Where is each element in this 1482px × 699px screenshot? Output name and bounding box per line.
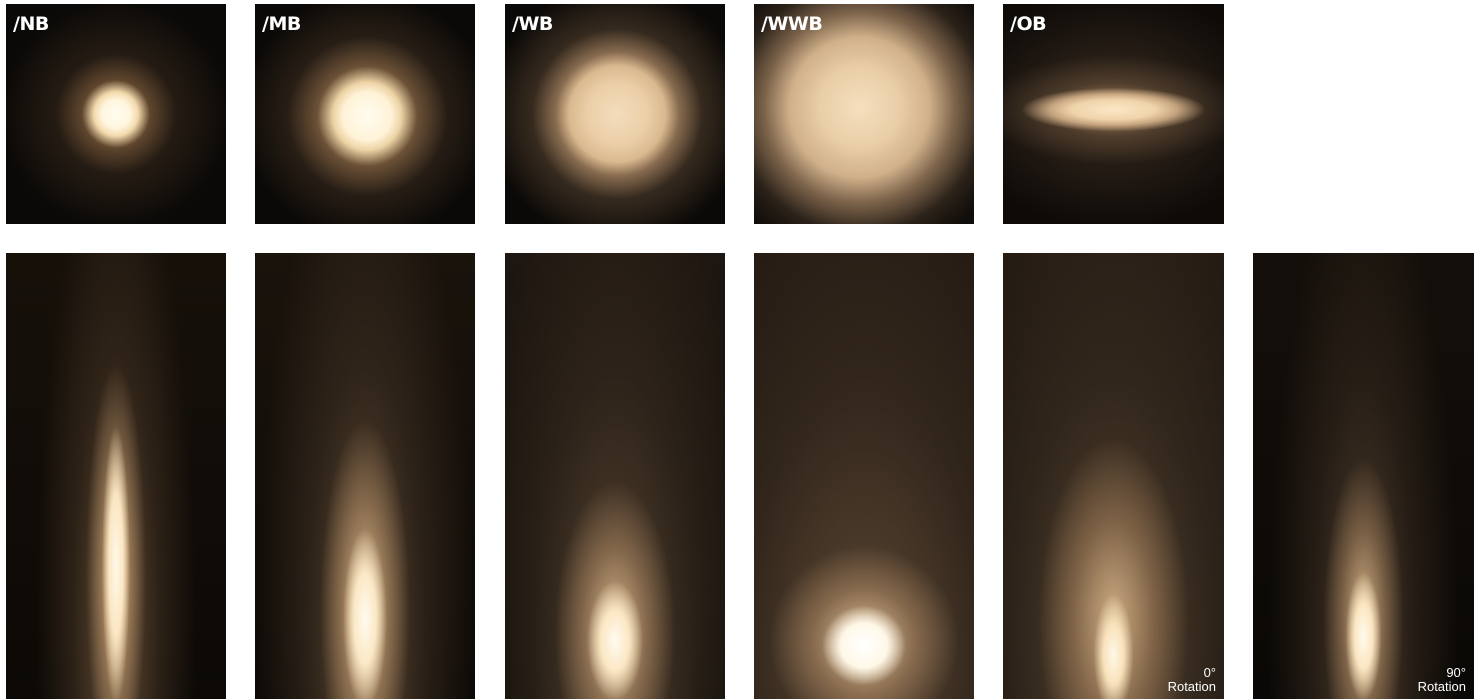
beam-label: /MB — [262, 13, 301, 35]
beam-profile-nb — [6, 253, 226, 699]
beam-label: /OB — [1010, 13, 1047, 35]
rotation-label: 0° Rotation — [1168, 666, 1216, 694]
beam-label: /WB — [512, 13, 553, 35]
spot-pattern-ob: /OB — [1003, 4, 1224, 224]
beam-label: /WWB — [761, 13, 823, 35]
beam-label: /NB — [13, 13, 49, 35]
beam-profile-wb — [505, 253, 725, 699]
rotation-word: Rotation — [1417, 679, 1466, 694]
spot-pattern-wwb: /WWB — [754, 4, 974, 224]
rotation-angle: 0° — [1203, 665, 1216, 680]
spot-pattern-nb: /NB — [6, 4, 226, 224]
beam-profile-mb — [255, 253, 475, 699]
beam-profile-ob-90: 90° Rotation — [1253, 253, 1474, 699]
spot-pattern-mb: /MB — [255, 4, 475, 224]
rotation-label: 90° Rotation — [1418, 666, 1466, 694]
beam-profile-ob-0: 0° Rotation — [1003, 253, 1224, 699]
rotation-angle: 90° — [1446, 665, 1466, 680]
spot-pattern-wb: /WB — [505, 4, 725, 224]
beam-profile-wwb — [754, 253, 974, 699]
rotation-word: Rotation — [1167, 679, 1216, 694]
